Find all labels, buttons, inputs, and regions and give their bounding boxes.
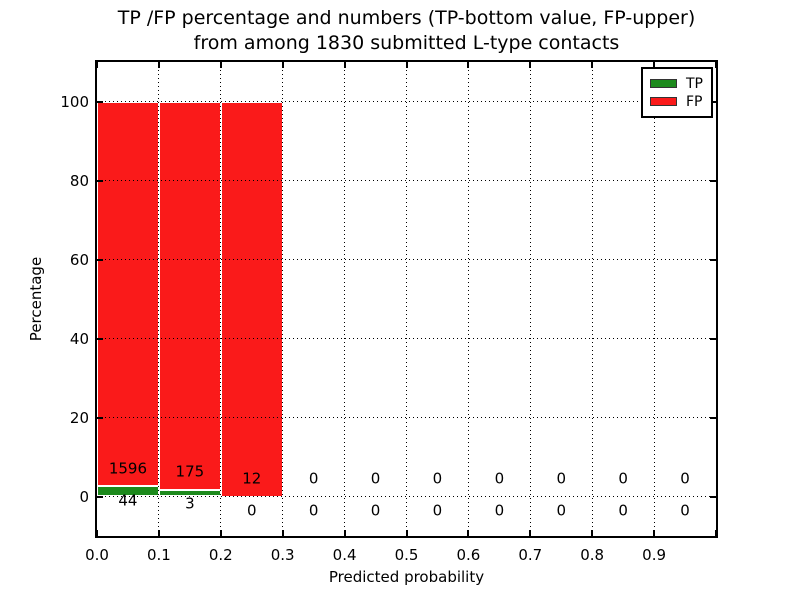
x-tick-bottom [529, 530, 532, 536]
y-tick-label-20: 20 [69, 408, 89, 427]
fp-count-label: 0 [432, 469, 443, 488]
gridline-x-0.3 [282, 62, 284, 536]
gridline-x-0.6 [467, 62, 469, 536]
tp-count-label: 0 [308, 501, 319, 520]
tp-count-label: 0 [432, 501, 443, 520]
x-tick-top [219, 62, 222, 68]
fp-count-label: 0 [370, 469, 381, 488]
x-tick-bottom [715, 530, 717, 536]
x-tick-bottom [467, 530, 470, 536]
x-tick-top [343, 62, 346, 68]
y-tick-label-40: 40 [69, 329, 89, 348]
x-tick-bottom [281, 530, 284, 536]
y-tick-left [97, 100, 103, 103]
x-tick-label-0.7: 0.7 [518, 546, 543, 564]
gridline-x-0.5 [406, 62, 407, 536]
fp-bar-segment [158, 101, 221, 490]
x-tick-bottom [653, 530, 656, 536]
gridline-x-0.2 [220, 62, 222, 536]
x-tick-label-0.3: 0.3 [270, 546, 295, 564]
legend-item-fp: FP [650, 93, 703, 110]
y-tick-label-100: 100 [60, 92, 89, 111]
gridline-x-0.7 [529, 62, 531, 536]
tp-count-label: 3 [185, 494, 195, 513]
y-tick-label-0: 0 [79, 487, 89, 506]
y-tick-right [710, 258, 716, 261]
tp-count-label: 0 [494, 501, 505, 520]
legend-label-fp: FP [686, 93, 703, 110]
x-tick-bottom [96, 530, 98, 536]
y-tick-right [710, 337, 716, 340]
plot-area: 1596 44 175 3 12 0 0 0 0 0 0 0 0 0 0 0 0 0 0 0 TP FP [95, 60, 718, 538]
x-tick-top [715, 62, 717, 68]
chart-title-line2: from among 1830 submitted L-type contact… [193, 32, 620, 54]
tp-count-label: 44 [118, 491, 138, 510]
fp-count-label: 0 [308, 469, 319, 488]
gridline-x-0.8 [591, 62, 593, 536]
y-tick-label-80: 80 [69, 171, 89, 190]
x-tick-top [96, 62, 98, 68]
x-tick-top [281, 62, 284, 68]
y-tick-label-60: 60 [69, 250, 89, 269]
x-tick-label-0.8: 0.8 [580, 546, 605, 564]
x-tick-label-0.6: 0.6 [456, 546, 481, 564]
x-tick-label-0.9: 0.9 [642, 546, 667, 564]
fp-count-label: 12 [242, 469, 262, 488]
x-tick-top [591, 62, 594, 68]
x-tick-bottom [157, 530, 160, 536]
x-tick-bottom [405, 530, 408, 536]
tp-count-label: 0 [618, 501, 628, 520]
y-tick-right [710, 100, 716, 103]
fp-count-label: 0 [618, 469, 628, 488]
y-tick-left [97, 179, 103, 182]
fp-count-label: 0 [556, 469, 567, 488]
y-tick-right [710, 416, 716, 419]
x-tick-top [157, 62, 160, 68]
x-tick-label-0.0: 0.0 [85, 546, 109, 564]
x-tick-top [405, 62, 408, 68]
x-tick-top [467, 62, 470, 68]
gridline-x-0.4 [344, 62, 346, 536]
fp-legend-swatch [650, 97, 677, 106]
y-tick-right [710, 179, 716, 182]
fp-count-label: 1596 [108, 459, 148, 478]
tp-legend-swatch [650, 79, 677, 88]
chart-title-line1: TP /FP percentage and numbers (TP-bottom… [117, 7, 696, 29]
tp-count-label: 0 [370, 501, 381, 520]
fp-bar-segment [220, 101, 283, 497]
x-tick-label-0.2: 0.2 [208, 546, 233, 564]
legend: TP FP [641, 67, 713, 118]
y-tick-left [97, 495, 103, 498]
chart-title: TP /FP percentage and numbers (TP-bottom… [95, 6, 718, 56]
y-tick-right [710, 495, 716, 498]
tp-count-label: 0 [556, 501, 567, 520]
x-tick-bottom [591, 530, 594, 536]
tp-count-label: 0 [680, 501, 690, 520]
fp-count-label: 0 [680, 469, 690, 488]
fp-count-label: 0 [494, 469, 505, 488]
gridline-x-0.1 [158, 62, 160, 536]
fp-bar-segment [97, 101, 159, 486]
fp-count-label: 175 [175, 462, 205, 481]
gridline-x-0.9 [653, 62, 655, 536]
x-tick-top [529, 62, 532, 68]
y-tick-left [97, 258, 103, 261]
x-axis-label: Predicted probability [328, 568, 485, 586]
y-tick-left [97, 337, 103, 340]
legend-label-tp: TP [686, 75, 703, 92]
y-tick-left [97, 416, 103, 419]
legend-item-tp: TP [650, 75, 703, 92]
x-tick-bottom [219, 530, 222, 536]
x-tick-label-0.1: 0.1 [146, 546, 171, 564]
x-tick-label-0.4: 0.4 [332, 546, 357, 564]
tp-count-label: 0 [246, 501, 257, 520]
x-tick-top [653, 62, 656, 68]
x-tick-label-0.5: 0.5 [394, 546, 419, 564]
x-tick-bottom [343, 530, 346, 536]
